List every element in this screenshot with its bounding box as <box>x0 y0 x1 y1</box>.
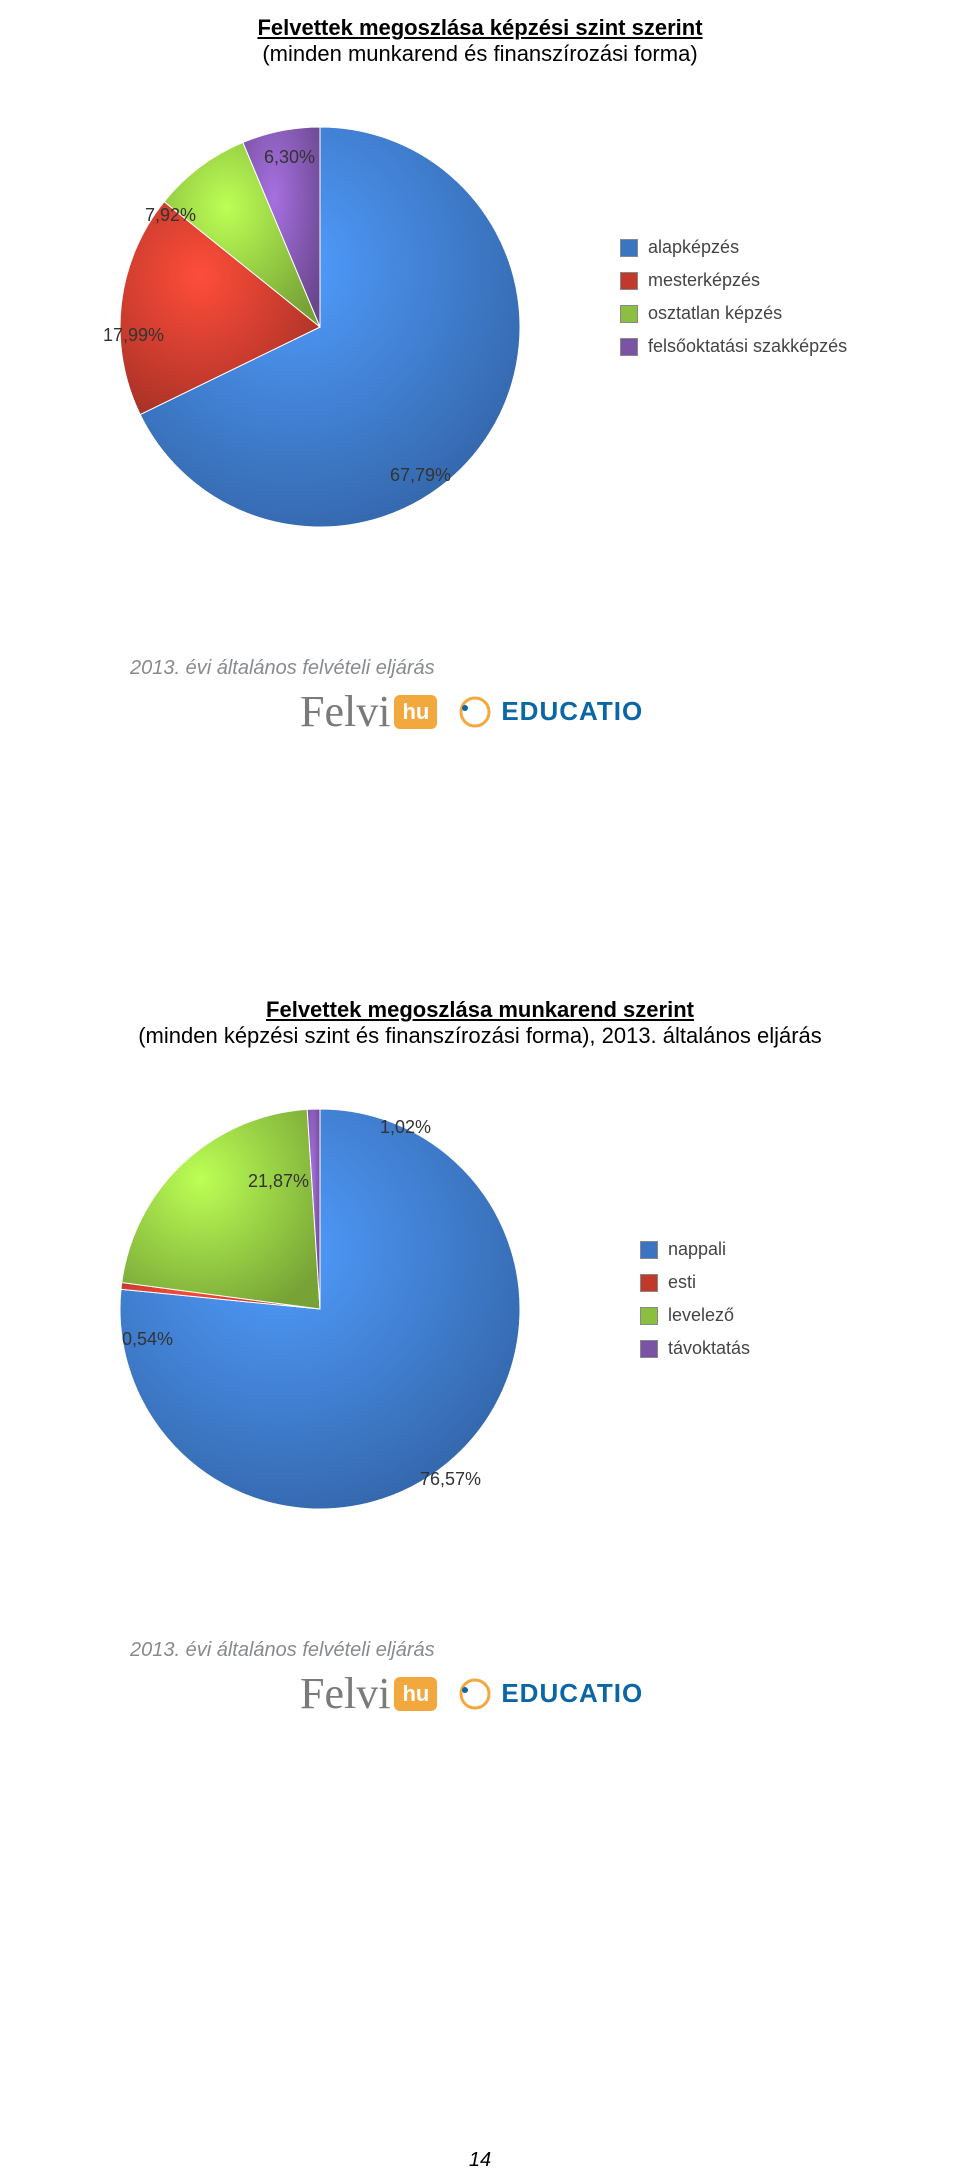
legend-label: nappali <box>668 1239 726 1260</box>
hu-box-2: hu <box>394 1677 437 1711</box>
legend-row: mesterképzés <box>620 270 847 291</box>
educatio-icon-2 <box>457 1676 493 1712</box>
legend-row: esti <box>640 1272 750 1293</box>
chart2-title: Felvettek megoszlása munkarend szerint <box>0 997 960 1023</box>
legend-swatch <box>640 1241 658 1259</box>
legend-label: mesterképzés <box>648 270 760 291</box>
educatio-logo: EDUCATIO <box>457 694 643 730</box>
footer-note-1: 2013. évi általános felvételi eljárás <box>130 657 960 680</box>
pie-pct-label: 21,87% <box>248 1171 309 1192</box>
chart1-block: 67,79% 17,99% 7,92% 6,30% alapképzés mesterk… <box>0 87 960 647</box>
pie-pct-label: 0,54% <box>122 1329 173 1350</box>
pie-pct-label: 7,92% <box>145 205 196 226</box>
educatio-text: EDUCATIO <box>501 696 643 727</box>
legend-row: felsőoktatási szakképzés <box>620 336 847 357</box>
felvi-logo-2: Felvi hu <box>300 1668 437 1719</box>
educatio-text-2: EDUCATIO <box>501 1678 643 1709</box>
felvi-logo: Felvi hu <box>300 686 437 737</box>
felvi-text: Felvi <box>300 686 390 737</box>
pie-pct-label: 1,02% <box>380 1117 431 1138</box>
legend-label: osztatlan képzés <box>648 303 782 324</box>
legend-swatch <box>620 272 638 290</box>
chart2-pie <box>110 1099 550 1539</box>
legend-swatch <box>620 305 638 323</box>
legend-swatch <box>640 1274 658 1292</box>
chart2-block: 76,57% 0,54% 21,87% 1,02% nappali esti levele… <box>0 1069 960 1629</box>
legend-swatch <box>620 239 638 257</box>
legend-label: távoktatás <box>668 1338 750 1359</box>
chart2-legend: nappali esti levelező távoktatás <box>640 1239 750 1371</box>
legend-row: nappali <box>640 1239 750 1260</box>
chart1-pie <box>110 117 550 557</box>
chart1-title: Felvettek megoszlása képzési szint szeri… <box>0 15 960 41</box>
legend-label: felsőoktatási szakképzés <box>648 336 847 357</box>
logos-1: Felvi hu EDUCATIO <box>300 686 960 737</box>
legend-swatch <box>620 338 638 356</box>
legend-swatch <box>640 1307 658 1325</box>
legend-swatch <box>640 1340 658 1358</box>
chart1-subtitle: (minden munkarend és finanszírozási form… <box>0 41 960 67</box>
pie-pct-label: 67,79% <box>390 465 451 486</box>
pie-pct-label: 76,57% <box>420 1469 481 1490</box>
educatio-logo-2: EDUCATIO <box>457 1676 643 1712</box>
legend-label: esti <box>668 1272 696 1293</box>
felvi-text-2: Felvi <box>300 1668 390 1719</box>
page-number: 14 <box>0 2149 960 2172</box>
legend-row: alapképzés <box>620 237 847 258</box>
legend-label: levelező <box>668 1305 734 1326</box>
educatio-icon <box>457 694 493 730</box>
hu-box: hu <box>394 695 437 729</box>
pie-slice <box>122 1109 320 1309</box>
pie-pct-label: 6,30% <box>264 147 315 168</box>
legend-label: alapképzés <box>648 237 739 258</box>
legend-row: távoktatás <box>640 1338 750 1359</box>
gap <box>0 737 960 997</box>
pie-pct-label: 17,99% <box>103 325 164 346</box>
chart2-subtitle: (minden képzési szint és finanszírozási … <box>0 1023 960 1049</box>
page: Felvettek megoszlása képzési szint szeri… <box>0 0 960 2172</box>
footer-note-2: 2013. évi általános felvételi eljárás <box>130 1639 960 1662</box>
legend-row: osztatlan képzés <box>620 303 847 324</box>
logos-2: Felvi hu EDUCATIO <box>300 1668 960 1719</box>
legend-row: levelező <box>640 1305 750 1326</box>
chart1-legend: alapképzés mesterképzés osztatlan képzés fe… <box>620 237 847 369</box>
